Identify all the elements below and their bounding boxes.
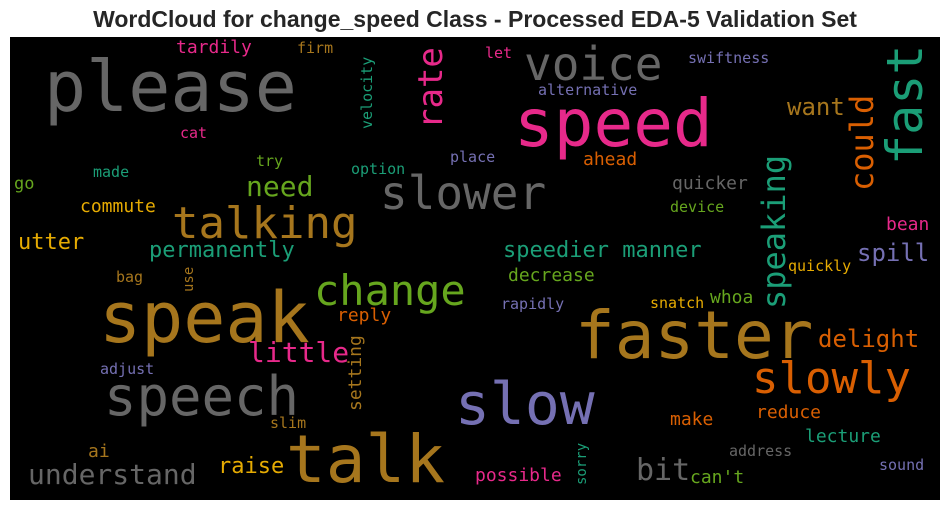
word-speech: speech — [104, 365, 300, 428]
word-swiftness: swiftness — [688, 49, 770, 67]
word-slowly: slowly — [752, 353, 911, 404]
word-commute: commute — [80, 196, 156, 217]
word-adjust: adjust — [100, 360, 155, 378]
word-reply: reply — [337, 305, 392, 326]
word-want: want — [787, 93, 845, 121]
word-slow: slow — [455, 370, 595, 438]
word-raise: raise — [218, 454, 285, 479]
word-sound: sound — [879, 456, 925, 474]
word-device: device — [670, 198, 725, 216]
word-address: address — [729, 442, 793, 460]
word-snatch: snatch — [650, 294, 705, 312]
word-rapidly: rapidly — [501, 295, 565, 313]
word-sorry: sorry — [574, 442, 590, 485]
word-understand: understand — [28, 458, 197, 491]
word-quickly: quickly — [788, 257, 852, 275]
word-fast: fast — [876, 44, 934, 165]
word-please: please — [44, 46, 297, 128]
word-utter: utter — [18, 230, 85, 255]
word-lecture: lecture — [805, 426, 881, 447]
word-bean: bean — [886, 214, 930, 235]
word-speaking: speaking — [755, 154, 793, 309]
word-reduce: reduce — [756, 402, 822, 423]
word-voice: voice — [524, 37, 663, 91]
word-setting: setting — [345, 335, 366, 411]
word-talk: talk — [286, 421, 445, 498]
word-speedier-manner: speedier manner — [503, 238, 702, 263]
word-speak: speak — [99, 277, 310, 359]
word-let: let — [485, 44, 513, 62]
word-whoa: whoa — [710, 287, 754, 308]
word-talking: talking — [172, 198, 358, 249]
word-little: little — [248, 336, 350, 369]
word-permanently: permanently — [149, 238, 295, 263]
word-ahead: ahead — [583, 149, 638, 170]
word-option: option — [351, 160, 406, 178]
word-ai: ai — [88, 441, 110, 462]
word-cloud-canvas: please voice speed fast rate tardily fir… — [10, 37, 940, 500]
word-speed: speed — [514, 85, 713, 162]
word-bit: bit — [636, 453, 691, 488]
word-make: make — [670, 409, 714, 430]
word-firm: firm — [297, 39, 334, 57]
word-cat: cat — [180, 124, 208, 142]
word-place: place — [450, 148, 496, 166]
word-quicker: quicker — [672, 173, 748, 194]
word-could: could — [843, 94, 881, 191]
word-slower: slower — [380, 166, 547, 220]
word-possible: possible — [475, 465, 562, 486]
word-alternative: alternative — [538, 81, 638, 99]
word-bag: bag — [116, 268, 144, 286]
word-delight: delight — [818, 325, 920, 353]
word-spill: spill — [857, 239, 930, 267]
word-made: made — [93, 163, 130, 181]
word-need: need — [246, 170, 314, 203]
word-rate: rate — [411, 47, 451, 129]
word-tardily: tardily — [176, 37, 252, 58]
word-cant: can't — [690, 467, 745, 488]
word-change: change — [314, 266, 466, 315]
word-go: go — [14, 174, 35, 194]
word-faster: faster — [575, 297, 814, 374]
word-velocity: velocity — [358, 56, 376, 129]
word-slim: slim — [270, 414, 307, 432]
word-try: try — [256, 152, 284, 170]
figure-title: WordCloud for change_speed Class - Proce… — [93, 6, 857, 32]
word-decrease: decrease — [508, 265, 595, 286]
